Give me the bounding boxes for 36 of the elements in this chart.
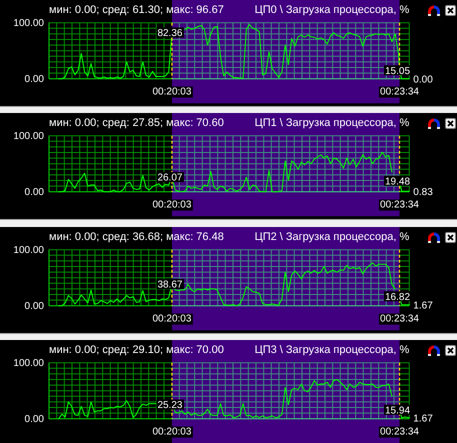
annotation: 0.83	[413, 187, 434, 198]
chart-subtitle: мин: 0.00; сред: 29.10; макс: 70.00	[49, 344, 224, 356]
ref-line-label: 00:20:03	[152, 313, 192, 324]
chart-subtitle: мин: 0.00; сред: 61.30; макс: 96.67	[49, 4, 224, 16]
annotation: 15.94	[385, 405, 410, 416]
annotation: 19.48	[385, 176, 410, 188]
y-tick-label: 100.00	[13, 244, 44, 256]
chart-title: ЦП3 \ Загрузка процессора, %	[254, 344, 410, 356]
y-tick-label: 0.00	[24, 74, 44, 85]
annotation: 1.67	[413, 300, 434, 311]
ref-line-label: 00:23:34	[380, 426, 420, 438]
y-tick-label: 0.00	[24, 414, 44, 425]
ref-line-label: 00:20:03	[152, 426, 192, 438]
chart-subtitle: мин: 0.00; сред: 36.68; макс: 76.48	[49, 230, 224, 243]
y-tick-label: 100.00	[13, 358, 44, 369]
annotation: 0.00	[413, 74, 434, 86]
chart-title: ЦП1 \ Загрузка процессора, %	[254, 117, 410, 130]
chart-subtitle: мин: 0.00; сред: 27.85; макс: 70.60	[49, 117, 224, 130]
annotation: 26.07	[157, 173, 183, 184]
annotation: 25.23	[157, 400, 183, 412]
y-tick-label: 100.00	[13, 18, 44, 29]
ref-line-label: 00:23:34	[380, 200, 420, 211]
ref-line-label: 00:20:03	[152, 200, 192, 211]
chart-title: ЦП0 \ Загрузка процессора, %	[254, 4, 410, 16]
y-tick-label: 0.00	[24, 187, 44, 198]
annotation: 16.82	[385, 291, 410, 302]
annotation: 82.36	[157, 28, 183, 40]
ref-line-label: 00:20:03	[152, 86, 192, 98]
y-tick-label: 0.00	[24, 300, 44, 312]
chart-title: ЦП2 \ Загрузка процессора, %	[254, 230, 410, 243]
annotation: 15.05	[385, 66, 410, 77]
ref-line-label: 00:23:34	[380, 313, 420, 324]
y-tick-label: 100.00	[13, 131, 44, 142]
annotation: 38.67	[157, 279, 183, 290]
annotation: 1.67	[413, 413, 434, 424]
ref-line-label: 00:23:34	[380, 86, 420, 98]
